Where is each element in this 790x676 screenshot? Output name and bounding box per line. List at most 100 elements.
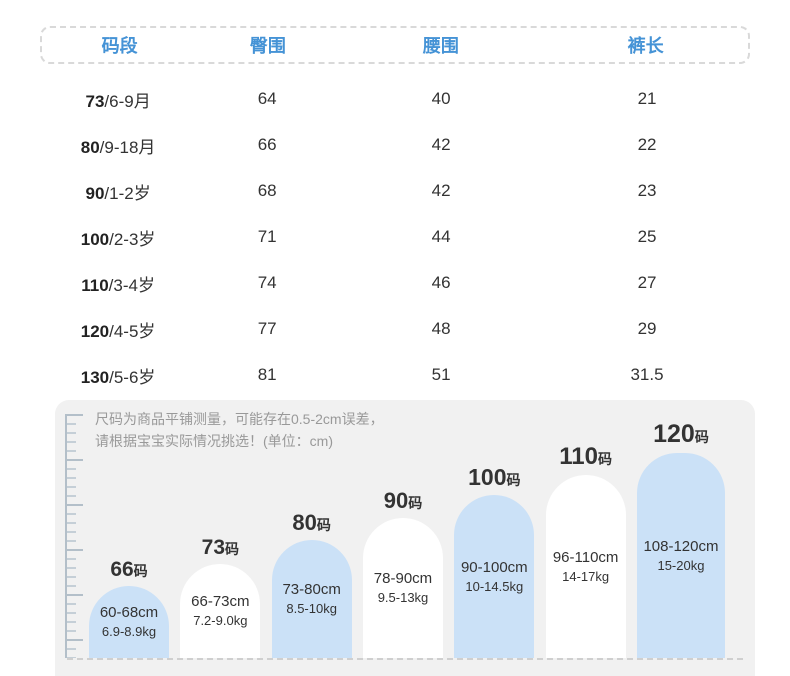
bar-weight-range: 7.2-9.0kg xyxy=(193,613,248,628)
bar-size-label: 73码 xyxy=(202,537,239,558)
size-code: 120 xyxy=(80,321,110,341)
bar-size-suffix: 码 xyxy=(694,429,709,445)
cell-hip: 74 xyxy=(257,273,277,292)
size-code: 130 xyxy=(80,367,110,387)
table-row: 120/4-5岁 77 48 29 xyxy=(40,306,750,352)
measure-note: 尺码为商品平铺测量，可能存在0.5-2cm误差， 请根据宝宝实际情况挑选！(单位… xyxy=(95,408,384,452)
cell-hip: 68 xyxy=(257,181,277,200)
bar-size-label: 110码 xyxy=(559,445,612,469)
cell-size: 73/6-9月 xyxy=(40,87,196,112)
size-guide-panel: 尺码为商品平铺测量，可能存在0.5-2cm误差， 请根据宝宝实际情况挑选！(单位… xyxy=(55,400,755,676)
cell-hip: 66 xyxy=(257,135,277,154)
bar-size-number: 80 xyxy=(292,510,317,535)
bar-size-label: 100码 xyxy=(468,466,520,489)
bar-height-range: 73-80cm xyxy=(282,581,341,598)
header-hip: 臀围 xyxy=(249,36,286,56)
ruler-icon xyxy=(65,414,85,658)
size-bar: 100码 90-100cm 10-14.5kg xyxy=(454,466,535,658)
bar-height-range: 66-73cm xyxy=(191,593,250,610)
cell-size: 120/4-5岁 xyxy=(40,317,196,342)
bar-size-number: 110 xyxy=(559,443,598,470)
bar-size-suffix: 码 xyxy=(598,451,612,467)
bar-size-number: 120 xyxy=(653,420,695,448)
cell-waist: 42 xyxy=(431,181,451,200)
bar-weight-range: 14-17kg xyxy=(562,568,610,584)
size-bar: 120码 108-120cm 15-20kg xyxy=(636,422,725,658)
size-age: /9-18月 xyxy=(99,137,156,157)
size-age: /6-9月 xyxy=(104,91,151,111)
cell-size: 90/1-2岁 xyxy=(40,179,196,204)
size-age: /1-2岁 xyxy=(104,183,151,203)
size-table-header: 码段 臀围 腰围 裤长 xyxy=(40,26,750,64)
cell-waist: 42 xyxy=(431,135,451,154)
bar-height-range: 96-110cm xyxy=(552,548,619,566)
header-pants-length: 裤长 xyxy=(627,36,664,56)
table-row: 90/1-2岁 68 42 23 xyxy=(40,168,750,214)
cell-size: 100/2-3岁 xyxy=(40,225,196,250)
size-bar: 110码 96-110cm 14-17kg xyxy=(545,445,626,658)
bar-size-number: 90 xyxy=(383,488,409,513)
bar-body: 90-100cm 10-14.5kg xyxy=(454,495,535,658)
bar-weight-range: 8.5-10kg xyxy=(286,601,337,616)
cell-hip: 71 xyxy=(257,227,277,246)
bar-body: 108-120cm 15-20kg xyxy=(636,453,725,658)
cell-length: 27 xyxy=(637,273,657,292)
bar-weight-range: 15-20kg xyxy=(657,557,705,573)
bar-size-number: 100 xyxy=(468,464,507,490)
table-row: 130/5-6岁 81 51 31.5 xyxy=(40,352,750,398)
header-waist: 腰围 xyxy=(422,36,459,56)
cell-size: 80/9-18月 xyxy=(40,133,196,158)
cell-length: 22 xyxy=(637,135,657,154)
size-table-body: 73/6-9月 64 40 21 80/9-18月 66 42 22 90/1-… xyxy=(40,76,750,398)
bar-size-suffix: 码 xyxy=(225,541,239,557)
cell-waist: 51 xyxy=(431,365,451,384)
size-code: 73 xyxy=(85,91,105,111)
size-age: /4-5岁 xyxy=(109,321,156,341)
bar-size-suffix: 码 xyxy=(408,495,423,511)
size-age: /5-6岁 xyxy=(109,367,156,387)
cell-length: 21 xyxy=(637,89,657,108)
bar-size-label: 120码 xyxy=(653,422,709,447)
size-code: 110 xyxy=(81,275,109,295)
bar-body: 73-80cm 8.5-10kg xyxy=(271,540,352,658)
header-size-segment: 码段 xyxy=(101,36,138,56)
cell-size: 130/5-6岁 xyxy=(40,363,196,388)
size-bars: 66码 60-68cm 6.9-8.9kg 73码 66-73cm 7.2-9.… xyxy=(89,422,725,658)
cell-waist: 46 xyxy=(431,273,451,292)
bar-body: 78-90cm 9.5-13kg xyxy=(362,518,443,658)
bar-height-range: 90-100cm xyxy=(460,558,528,576)
cell-hip: 77 xyxy=(257,319,277,338)
size-code: 80 xyxy=(80,137,100,157)
size-bar: 90码 78-90cm 9.5-13kg xyxy=(362,490,443,658)
measure-note-line1: 尺码为商品平铺测量，可能存在0.5-2cm误差， xyxy=(95,411,384,427)
bar-size-suffix: 码 xyxy=(506,472,521,488)
bar-size-suffix: 码 xyxy=(133,563,148,579)
bar-body: 96-110cm 14-17kg xyxy=(545,475,626,658)
size-code: 100 xyxy=(80,229,110,249)
cell-waist: 40 xyxy=(431,89,451,108)
bar-body: 66-73cm 7.2-9.0kg xyxy=(180,564,261,658)
bar-size-number: 66 xyxy=(110,558,134,581)
cell-hip: 64 xyxy=(257,89,277,108)
bar-height-range: 108-120cm xyxy=(643,537,719,555)
bar-weight-range: 10-14.5kg xyxy=(465,578,524,594)
cell-waist: 44 xyxy=(431,227,451,246)
cell-waist: 48 xyxy=(431,319,451,338)
size-age: /2-3岁 xyxy=(109,229,156,249)
size-code: 90 xyxy=(85,183,105,203)
cell-size: 110/3-4岁 xyxy=(40,271,196,296)
bar-size-suffix: 码 xyxy=(316,517,331,533)
bar-size-label: 90码 xyxy=(384,490,422,512)
size-bar: 66码 60-68cm 6.9-8.9kg xyxy=(89,559,169,658)
bar-weight-range: 6.9-8.9kg xyxy=(101,624,157,639)
bar-size-label: 66码 xyxy=(110,559,147,580)
bar-size-label: 80码 xyxy=(292,512,330,534)
table-row: 100/2-3岁 71 44 25 xyxy=(40,214,750,260)
size-bar: 73码 66-73cm 7.2-9.0kg xyxy=(180,537,261,658)
bar-weight-range: 9.5-13kg xyxy=(377,590,429,605)
bar-body: 60-68cm 6.9-8.9kg xyxy=(89,586,169,658)
measure-note-line2: 请根据宝宝实际情况挑选！(单位：cm) xyxy=(95,433,333,449)
bar-size-number: 73 xyxy=(201,536,225,559)
table-row: 73/6-9月 64 40 21 xyxy=(40,76,750,122)
